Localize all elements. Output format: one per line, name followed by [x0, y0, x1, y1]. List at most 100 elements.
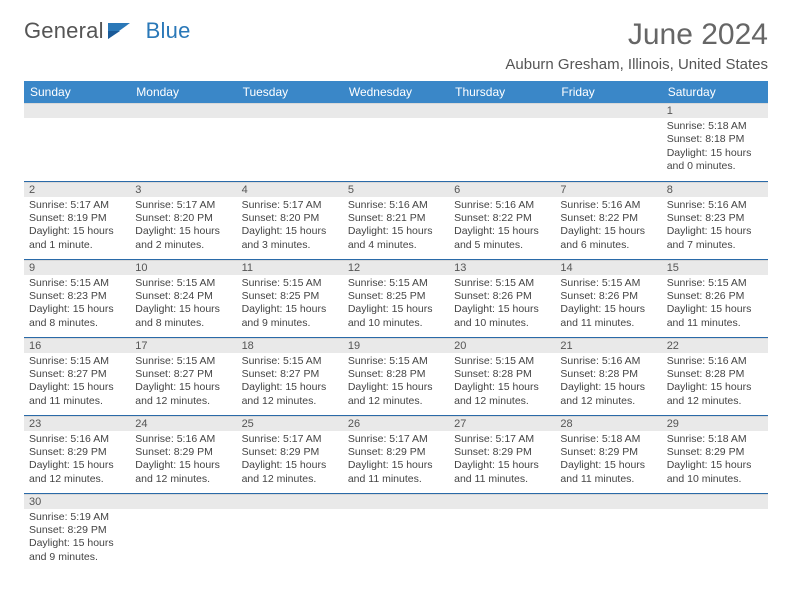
day-details [130, 509, 236, 515]
day-number: 25 [237, 416, 343, 431]
day-details [555, 509, 661, 515]
sunrise-line: Sunrise: 5:15 AM [29, 277, 125, 290]
calendar-cell: 25Sunrise: 5:17 AMSunset: 8:29 PMDayligh… [237, 415, 343, 493]
calendar-cell: 15Sunrise: 5:15 AMSunset: 8:26 PMDayligh… [662, 259, 768, 337]
day-number: 20 [449, 338, 555, 353]
calendar-cell: 8Sunrise: 5:16 AMSunset: 8:23 PMDaylight… [662, 181, 768, 259]
daylight-line: Daylight: 15 hours and 3 minutes. [242, 225, 338, 252]
calendar-cell: 2Sunrise: 5:17 AMSunset: 8:19 PMDaylight… [24, 181, 130, 259]
sunset-line: Sunset: 8:29 PM [454, 446, 550, 459]
day-details [343, 118, 449, 124]
day-details: Sunrise: 5:16 AMSunset: 8:23 PMDaylight:… [662, 197, 768, 257]
weekday-header: Sunday [24, 81, 130, 103]
sunset-line: Sunset: 8:29 PM [29, 524, 125, 537]
title-block: June 2024 Auburn Gresham, Illinois, Unit… [505, 18, 768, 73]
day-details: Sunrise: 5:18 AMSunset: 8:18 PMDaylight:… [662, 118, 768, 178]
page-title: June 2024 [505, 18, 768, 52]
day-number: 28 [555, 416, 661, 431]
day-details: Sunrise: 5:15 AMSunset: 8:28 PMDaylight:… [343, 353, 449, 413]
daylight-line: Daylight: 15 hours and 12 minutes. [242, 381, 338, 408]
day-details: Sunrise: 5:17 AMSunset: 8:20 PMDaylight:… [130, 197, 236, 257]
sunrise-line: Sunrise: 5:16 AM [348, 199, 444, 212]
day-details: Sunrise: 5:16 AMSunset: 8:29 PMDaylight:… [130, 431, 236, 491]
day-details: Sunrise: 5:15 AMSunset: 8:26 PMDaylight:… [662, 275, 768, 335]
calendar-table: SundayMondayTuesdayWednesdayThursdayFrid… [24, 81, 768, 571]
sunset-line: Sunset: 8:28 PM [348, 368, 444, 381]
daylight-line: Daylight: 15 hours and 8 minutes. [29, 303, 125, 330]
daylight-line: Daylight: 15 hours and 11 minutes. [29, 381, 125, 408]
sunrise-line: Sunrise: 5:15 AM [135, 277, 231, 290]
daylight-line: Daylight: 15 hours and 10 minutes. [667, 459, 763, 486]
daylight-line: Daylight: 15 hours and 6 minutes. [560, 225, 656, 252]
header: General Blue June 2024 Auburn Gresham, I… [24, 18, 768, 73]
calendar-cell: 6Sunrise: 5:16 AMSunset: 8:22 PMDaylight… [449, 181, 555, 259]
calendar-cell: 22Sunrise: 5:16 AMSunset: 8:28 PMDayligh… [662, 337, 768, 415]
page-subtitle: Auburn Gresham, Illinois, United States [505, 56, 768, 73]
sunrise-line: Sunrise: 5:16 AM [667, 199, 763, 212]
day-number: 9 [24, 260, 130, 275]
day-number: 8 [662, 182, 768, 197]
calendar-cell: 26Sunrise: 5:17 AMSunset: 8:29 PMDayligh… [343, 415, 449, 493]
day-number: 14 [555, 260, 661, 275]
logo-flag-icon [108, 21, 134, 41]
daylight-line: Daylight: 15 hours and 1 minute. [29, 225, 125, 252]
sunrise-line: Sunrise: 5:18 AM [667, 120, 763, 133]
calendar-row: 9Sunrise: 5:15 AMSunset: 8:23 PMDaylight… [24, 259, 768, 337]
day-details [555, 118, 661, 124]
sunset-line: Sunset: 8:22 PM [560, 212, 656, 225]
day-number [555, 103, 661, 118]
day-number: 2 [24, 182, 130, 197]
calendar-body: 1Sunrise: 5:18 AMSunset: 8:18 PMDaylight… [24, 103, 768, 571]
day-number [449, 103, 555, 118]
sunrise-line: Sunrise: 5:17 AM [242, 433, 338, 446]
day-number: 4 [237, 182, 343, 197]
calendar-cell: 23Sunrise: 5:16 AMSunset: 8:29 PMDayligh… [24, 415, 130, 493]
weekday-header-row: SundayMondayTuesdayWednesdayThursdayFrid… [24, 81, 768, 103]
day-details: Sunrise: 5:15 AMSunset: 8:27 PMDaylight:… [130, 353, 236, 413]
daylight-line: Daylight: 15 hours and 12 minutes. [242, 459, 338, 486]
day-number: 11 [237, 260, 343, 275]
day-number [130, 103, 236, 118]
calendar-cell [130, 493, 236, 571]
calendar-cell: 24Sunrise: 5:16 AMSunset: 8:29 PMDayligh… [130, 415, 236, 493]
day-details: Sunrise: 5:17 AMSunset: 8:19 PMDaylight:… [24, 197, 130, 257]
calendar-cell [237, 493, 343, 571]
weekday-header: Wednesday [343, 81, 449, 103]
day-details: Sunrise: 5:15 AMSunset: 8:27 PMDaylight:… [24, 353, 130, 413]
day-number [449, 494, 555, 509]
day-details: Sunrise: 5:15 AMSunset: 8:25 PMDaylight:… [343, 275, 449, 335]
day-details: Sunrise: 5:15 AMSunset: 8:27 PMDaylight:… [237, 353, 343, 413]
calendar-cell: 14Sunrise: 5:15 AMSunset: 8:26 PMDayligh… [555, 259, 661, 337]
calendar-cell [24, 103, 130, 181]
calendar-cell: 21Sunrise: 5:16 AMSunset: 8:28 PMDayligh… [555, 337, 661, 415]
day-number: 22 [662, 338, 768, 353]
day-number: 29 [662, 416, 768, 431]
logo-word-blue: Blue [146, 18, 191, 44]
logo-word-general: General [24, 18, 104, 44]
day-details: Sunrise: 5:15 AMSunset: 8:26 PMDaylight:… [555, 275, 661, 335]
daylight-line: Daylight: 15 hours and 11 minutes. [667, 303, 763, 330]
day-number: 24 [130, 416, 236, 431]
sunset-line: Sunset: 8:25 PM [242, 290, 338, 303]
sunset-line: Sunset: 8:27 PM [135, 368, 231, 381]
day-details: Sunrise: 5:19 AMSunset: 8:29 PMDaylight:… [24, 509, 130, 569]
day-details: Sunrise: 5:15 AMSunset: 8:25 PMDaylight:… [237, 275, 343, 335]
calendar-cell: 5Sunrise: 5:16 AMSunset: 8:21 PMDaylight… [343, 181, 449, 259]
calendar-cell [555, 493, 661, 571]
calendar-cell: 19Sunrise: 5:15 AMSunset: 8:28 PMDayligh… [343, 337, 449, 415]
sunset-line: Sunset: 8:25 PM [348, 290, 444, 303]
calendar-row: 30Sunrise: 5:19 AMSunset: 8:29 PMDayligh… [24, 493, 768, 571]
calendar-cell [343, 493, 449, 571]
daylight-line: Daylight: 15 hours and 2 minutes. [135, 225, 231, 252]
sunset-line: Sunset: 8:20 PM [135, 212, 231, 225]
day-details: Sunrise: 5:15 AMSunset: 8:28 PMDaylight:… [449, 353, 555, 413]
day-number: 17 [130, 338, 236, 353]
day-details: Sunrise: 5:17 AMSunset: 8:29 PMDaylight:… [237, 431, 343, 491]
day-number [24, 103, 130, 118]
calendar-cell: 20Sunrise: 5:15 AMSunset: 8:28 PMDayligh… [449, 337, 555, 415]
sunrise-line: Sunrise: 5:16 AM [560, 199, 656, 212]
daylight-line: Daylight: 15 hours and 12 minutes. [135, 459, 231, 486]
sunset-line: Sunset: 8:28 PM [454, 368, 550, 381]
sunrise-line: Sunrise: 5:15 AM [29, 355, 125, 368]
day-number: 30 [24, 494, 130, 509]
